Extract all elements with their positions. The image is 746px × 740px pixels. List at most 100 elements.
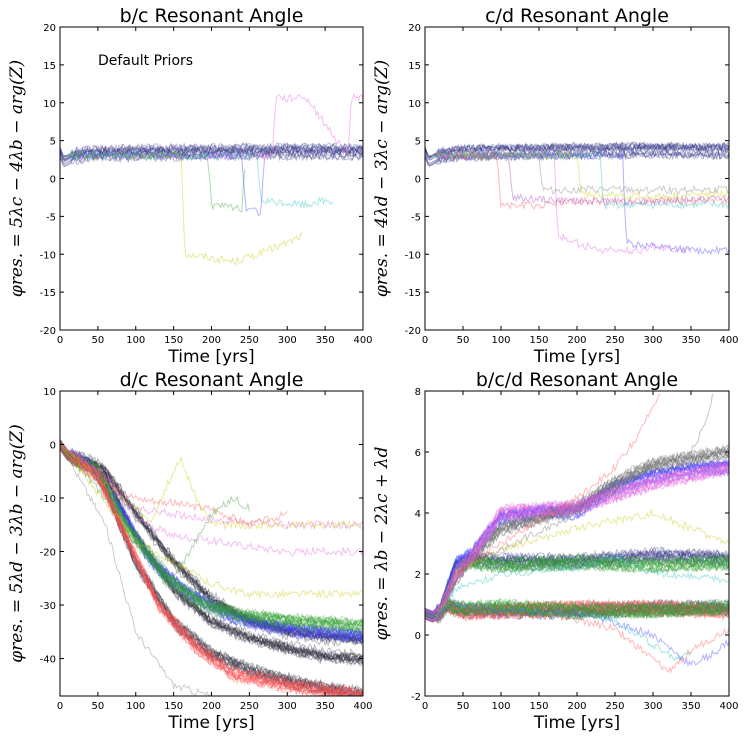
series-line	[60, 148, 363, 165]
series-line	[60, 144, 363, 161]
series-line	[425, 600, 729, 618]
series-line	[425, 150, 729, 210]
series-line	[425, 140, 729, 158]
series-line	[425, 602, 729, 621]
series-line	[60, 445, 363, 644]
series-line	[425, 469, 729, 622]
series-line	[425, 603, 729, 620]
series-line	[425, 143, 729, 161]
x-tick-label: 150	[529, 701, 548, 712]
series-line	[425, 607, 729, 623]
series-line	[60, 447, 363, 645]
series-line	[60, 444, 363, 531]
series-line	[60, 442, 363, 661]
series-line	[60, 443, 363, 661]
series-line	[60, 445, 363, 696]
series-line	[60, 442, 363, 696]
series-line	[60, 449, 363, 636]
x-tick-label: 250	[240, 701, 259, 712]
series-line	[425, 449, 729, 618]
y-tick-label: -15	[40, 288, 56, 299]
series-line	[60, 442, 363, 643]
series-line	[425, 598, 729, 615]
series-line	[425, 607, 729, 625]
chart-title: d/c Resonant Angle	[120, 369, 304, 391]
series-line	[425, 468, 729, 621]
series-line	[425, 147, 729, 165]
series-line	[425, 603, 729, 620]
series-line	[425, 462, 729, 615]
y-tick-label: 8	[415, 387, 421, 398]
series-line	[425, 463, 729, 618]
annotation-text: Default Priors	[98, 53, 193, 69]
series-line	[60, 443, 363, 696]
series-line	[60, 439, 363, 626]
series-line	[60, 441, 363, 627]
y-tick-label: -20	[405, 326, 421, 337]
y-tick-label: -20	[40, 326, 56, 337]
series-line	[60, 444, 363, 557]
series-line	[425, 462, 729, 614]
series-line	[425, 601, 729, 617]
series-line	[60, 440, 363, 638]
series-line	[60, 442, 363, 640]
y-tick-label: 15	[408, 61, 421, 72]
x-tick-label: 150	[164, 335, 183, 346]
y-axis-label: φres. = 4λd − 3λc − arg(Z)	[372, 60, 392, 297]
x-tick-label: 250	[240, 335, 259, 346]
x-tick-label: 50	[457, 335, 470, 346]
series-line	[425, 461, 729, 616]
series-line	[425, 597, 729, 613]
series-line	[425, 561, 729, 623]
series-line	[425, 560, 729, 622]
series-line	[425, 144, 729, 161]
series-line	[60, 145, 363, 162]
series-line	[425, 467, 729, 621]
x-tick-label: 200	[202, 335, 221, 346]
series-line	[60, 442, 363, 642]
x-tick-label: 50	[457, 701, 470, 712]
series-line	[425, 453, 729, 622]
series-line	[60, 92, 363, 161]
x-tick-label: 300	[643, 701, 662, 712]
y-axis-label: φres. = 5λd − 3λb − arg(Z)	[7, 424, 27, 663]
series-line	[60, 444, 363, 644]
series-line	[60, 443, 363, 662]
series-line	[60, 440, 363, 627]
series-line	[60, 443, 363, 661]
series-line	[60, 441, 363, 639]
series-line	[60, 448, 361, 696]
y-tick-label: -10	[40, 494, 56, 505]
x-tick-label: 400	[719, 335, 738, 346]
series-line	[60, 144, 363, 161]
series-line	[425, 598, 729, 615]
series-line	[425, 604, 729, 623]
series-line	[425, 597, 729, 615]
y-tick-label: -40	[40, 655, 56, 666]
series-line	[425, 598, 729, 615]
x-tick-label: 350	[316, 335, 335, 346]
series-line	[425, 458, 729, 612]
series-line	[425, 465, 729, 620]
series-line	[425, 601, 729, 668]
series-line	[60, 448, 363, 696]
x-tick-label: 350	[681, 701, 700, 712]
series-group	[60, 438, 363, 696]
x-tick-label: 350	[316, 701, 335, 712]
series-line	[60, 446, 363, 696]
series-line	[425, 459, 729, 613]
x-tick-label: 50	[92, 701, 105, 712]
series-line	[60, 443, 363, 696]
series-line	[60, 142, 363, 158]
x-tick-label: 300	[643, 335, 662, 346]
y-tick-label: 20	[408, 23, 421, 34]
x-tick-label: 0	[57, 701, 63, 712]
series-line	[425, 603, 729, 621]
series-line	[60, 439, 363, 659]
series-line	[425, 602, 729, 621]
series-line	[425, 600, 729, 618]
series-line	[60, 149, 363, 166]
series-line	[60, 445, 363, 665]
series-line	[425, 446, 729, 615]
y-axis-label: φres. = 5λc − 4λb − arg(Z)	[7, 60, 27, 297]
